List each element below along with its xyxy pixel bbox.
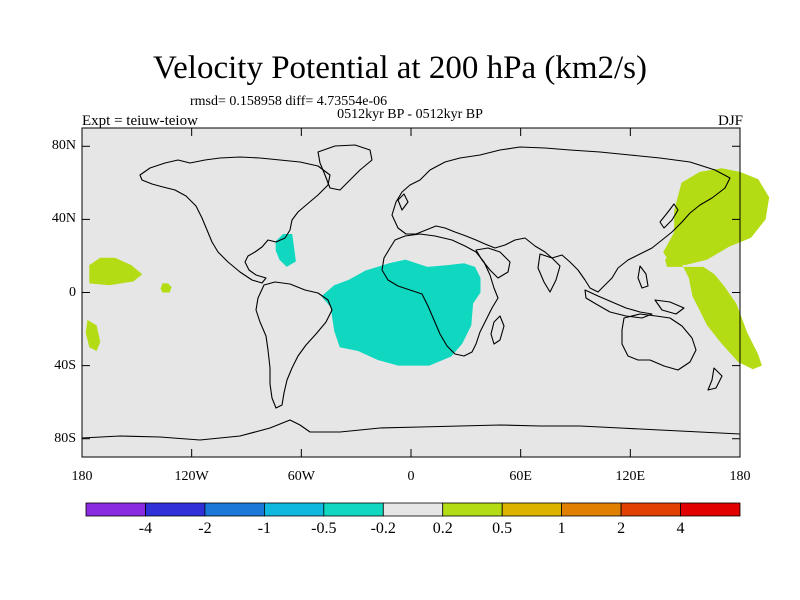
axis-ticks [81, 128, 741, 457]
coast-new-guinea [654, 299, 685, 315]
lon-tick-label: 0 [407, 469, 415, 484]
coast-australia [621, 313, 697, 371]
colorbar-swatch [442, 502, 503, 517]
colorbar-swatch [680, 502, 741, 517]
experiment-label: Expt = teiuw-teiow [82, 113, 198, 129]
lat-tick-label: 80N [51, 138, 76, 154]
anomaly-region [663, 168, 770, 266]
colorbar-label: -0.2 [370, 520, 396, 537]
anomaly-region [321, 259, 481, 366]
lon-tick-label: 120W [174, 469, 209, 484]
anomaly-regions [85, 168, 770, 370]
rmsd-stat: rmsd= 0.158958 diff= 4.73554e-06 [190, 94, 388, 109]
anomaly-region [85, 319, 101, 351]
season-label: DJF [717, 113, 743, 129]
lon-tick-label: 180 [71, 469, 93, 484]
coast-indonesia [584, 289, 653, 319]
colorbar-label: -4 [138, 520, 153, 537]
coast-greenland [317, 144, 373, 191]
colorbar-swatch [382, 502, 444, 517]
coast-philippines [637, 265, 649, 289]
lon-tick-label: 120E [615, 469, 646, 484]
coast-antarctica [81, 419, 741, 441]
map-title: Velocity Potential at 200 hPa (km2/s) [152, 50, 648, 86]
colorbar-swatch [204, 502, 265, 517]
anomaly-region [160, 283, 172, 293]
colorbar-label: 2 [617, 520, 626, 537]
coast-north-america [139, 156, 331, 284]
colorbar-label: -1 [257, 520, 272, 537]
colorbar-swatch [501, 502, 563, 517]
colorbar [85, 502, 741, 517]
coast-madagascar [490, 315, 505, 345]
anomaly-region [275, 234, 296, 267]
coast-africa [381, 233, 499, 357]
period-label: 0512kyr BP - 0512kyr BP [337, 107, 483, 122]
colorbar-label: 4 [676, 520, 685, 537]
coast-south-america [255, 281, 333, 409]
coast-new-zealand [707, 367, 723, 391]
colorbar-swatch [145, 502, 206, 517]
colorbar-label: -0.5 [311, 520, 337, 537]
colorbar-label: 0.2 [432, 520, 453, 537]
coastlines [81, 144, 741, 441]
colorbar-swatch [263, 502, 325, 517]
anomaly-region [665, 255, 762, 370]
coast-arabia [475, 247, 511, 279]
colorbar-label: -2 [198, 520, 212, 537]
colorbar-swatch [561, 502, 622, 517]
lon-tick-label: 180 [729, 469, 751, 484]
lon-tick-label: 60W [287, 469, 315, 484]
colorbar-swatch [323, 502, 384, 517]
lat-tick-label: 0 [69, 284, 76, 300]
colorbar-label: 1 [557, 520, 566, 537]
coast-uk [397, 193, 409, 211]
lat-tick-label: 40S [54, 357, 76, 373]
colorbar-swatch [620, 502, 681, 517]
anomaly-region [89, 257, 143, 286]
coast-eurasia [391, 146, 731, 293]
colorbar-label: 0.5 [492, 520, 513, 537]
lon-tick-label: 60E [509, 469, 532, 484]
coast-japan [659, 203, 679, 229]
lat-tick-label: 80S [54, 430, 76, 446]
colorbar-swatch [85, 502, 146, 517]
coast-india [537, 253, 561, 293]
lat-tick-label: 40N [51, 211, 76, 227]
